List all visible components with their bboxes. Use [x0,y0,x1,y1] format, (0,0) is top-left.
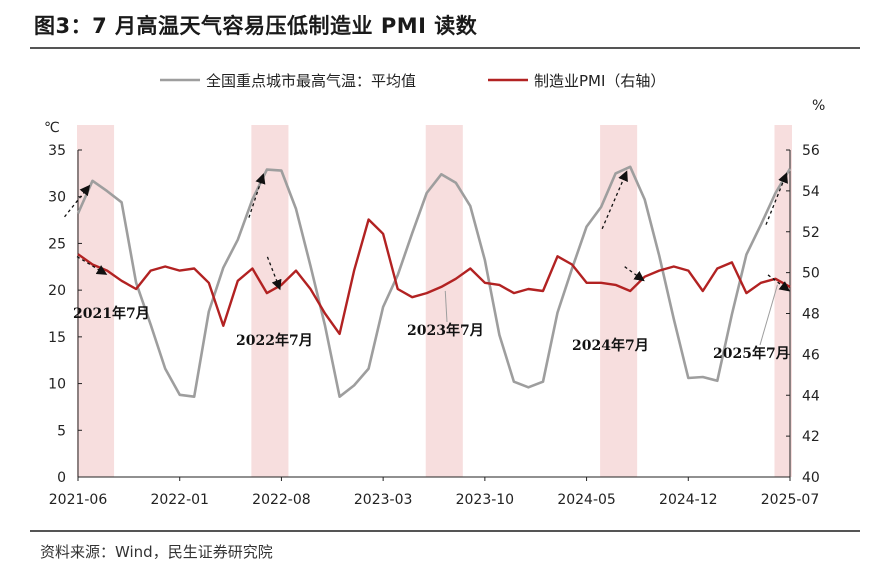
x-tick-label: 2022-08 [252,492,311,508]
left-tick-label: 0 [57,470,66,486]
x-tick-label: 2023-10 [456,492,515,508]
right-tick-label: 56 [802,143,820,159]
x-tick-label: 2023-03 [354,492,413,508]
annotation-label: 2022年7月 [236,332,313,349]
right-tick-label: 52 [802,225,820,241]
left-tick-label: 5 [57,423,66,439]
right-tick-label: 42 [802,429,820,445]
highlight-band [425,125,463,477]
left-tick-label: 20 [48,283,66,299]
left-tick-label: 30 [48,190,66,206]
right-tick-label: 40 [802,470,820,486]
right-tick-label: 54 [802,184,820,200]
dashed-arrow [601,170,628,230]
annotations: 2021年7月 2022年7月 2023年7月 2024年7月 2025年7月 [64,170,791,362]
annotation-label: 2024年7月 [572,337,649,354]
dual-axis-line-chart: 0 5 10 15 20 25 30 35 40 42 44 46 48 50 52 54 56 ℃% 2021-0… [44,72,825,508]
left-tick-label: 25 [48,236,66,252]
pointer-line [444,290,448,323]
legend: 全国重点城市最高气温：平均值 制造业PMI（右轴） [160,72,665,90]
dashed-arrow [248,173,266,218]
series-lines [76,165,792,399]
pmi-line [77,218,791,336]
temperature-line [76,165,792,399]
dashed-arrow [765,172,788,225]
figure-title: 图3：7 月高温天气容易压低制造业 PMI 读数 [34,14,478,38]
x-tick-label: 2024-05 [557,492,616,508]
annotation-label: 2021年7月 [73,305,150,322]
x-tick-label: 2022-01 [150,492,209,508]
left-tick-label: 10 [48,377,66,393]
left-tick-label: 15 [48,330,66,346]
title-rule [30,47,860,49]
x-tick-label: 2024-12 [659,492,718,508]
left-unit-label: ℃ [44,120,60,136]
dashed-arrow [767,274,791,292]
axes: 0 5 10 15 20 25 30 35 40 42 44 46 48 50 52 54 56 ℃% 2021-0… [44,98,825,508]
right-tick-label: 50 [802,266,820,282]
annotation-label: 2023年7月 [407,322,484,339]
x-tick-label: 2025-07 [761,492,820,508]
highlight-band [77,125,115,477]
legend-label: 全国重点城市最高气温：平均值 [206,72,416,90]
right-tick-label: 46 [802,347,820,363]
highlight-bands [77,125,792,477]
dashed-arrow [64,184,91,218]
x-tick-label: 2021-06 [49,492,108,508]
right-tick-label: 48 [802,307,820,323]
highlight-band [600,125,638,477]
pointer-line [759,284,778,346]
annotation-label: 2025年7月 [713,345,790,362]
dashed-arrow [624,266,645,282]
highlight-band [774,125,792,477]
legend-label: 制造业PMI（右轴） [534,72,665,90]
left-tick-label: 35 [48,143,66,159]
right-unit-label: % [812,98,825,114]
source-note: 资料来源：Wind，民生证券研究院 [40,543,273,561]
right-tick-label: 44 [802,388,820,404]
bottom-rule [30,530,860,532]
